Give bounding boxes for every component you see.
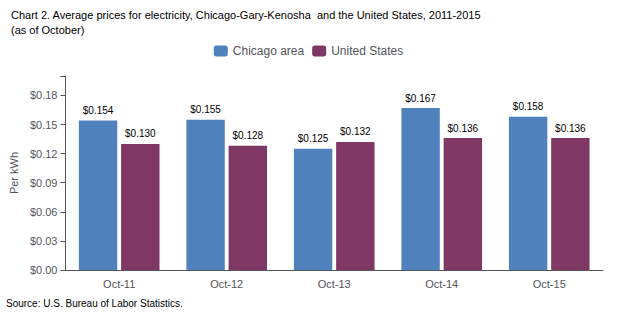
- svg-text:$0.155: $0.155: [190, 104, 221, 115]
- svg-text:$0.132: $0.132: [340, 126, 371, 137]
- svg-text:Oct-15: Oct-15: [533, 278, 566, 290]
- svg-text:Source: U.S. Bureau of Labor S: Source: U.S. Bureau of Labor Statistics.: [6, 298, 183, 309]
- svg-text:$0.125: $0.125: [298, 133, 329, 144]
- svg-text:$0.00: $0.00: [30, 264, 58, 276]
- svg-text:$0.128: $0.128: [233, 130, 264, 141]
- svg-text:Oct-11: Oct-11: [103, 278, 135, 290]
- svg-text:$0.12: $0.12: [30, 148, 58, 160]
- svg-text:$0.167: $0.167: [405, 93, 436, 104]
- svg-text:Oct-13: Oct-13: [318, 278, 351, 290]
- svg-text:$0.130: $0.130: [125, 128, 156, 139]
- svg-text:$0.154: $0.154: [83, 105, 114, 116]
- svg-text:United States: United States: [331, 44, 403, 58]
- svg-text:$0.03: $0.03: [30, 235, 58, 247]
- svg-text:(as of October): (as of October): [11, 24, 84, 36]
- svg-text:$0.09: $0.09: [30, 177, 58, 189]
- svg-text:$0.15: $0.15: [30, 119, 58, 131]
- svg-text:Per kWh: Per kWh: [8, 152, 20, 194]
- svg-text:$0.136: $0.136: [448, 123, 479, 134]
- svg-text:Chicago area: Chicago area: [233, 44, 305, 58]
- svg-text:$0.06: $0.06: [30, 206, 58, 218]
- svg-text:$0.136: $0.136: [555, 123, 586, 134]
- svg-text:Oct-14: Oct-14: [425, 278, 458, 290]
- svg-text:Oct-12: Oct-12: [210, 278, 243, 290]
- svg-text:$0.18: $0.18: [30, 89, 58, 101]
- svg-text:$0.158: $0.158: [513, 101, 544, 112]
- svg-text:Chart 2. Average prices for el: Chart 2. Average prices for electricity,…: [11, 9, 481, 21]
